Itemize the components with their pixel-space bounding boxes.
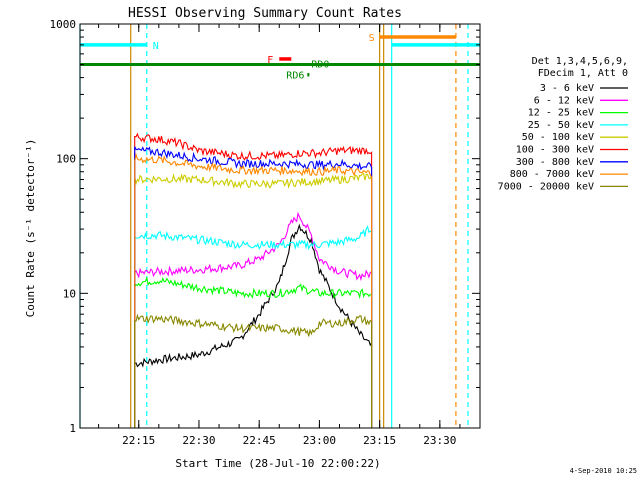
x-tick-label-2: 22:45 — [243, 434, 276, 447]
legend-entry-6: 300 - 800 keV — [516, 157, 594, 168]
series-line-2 — [134, 275, 373, 428]
flag-label-rd6: RD6 — [286, 71, 304, 82]
axes: 1 10 100 1000 22:15 22:30 22:45 23:00 23:15 23:30 — [50, 18, 481, 447]
series-line-7 — [134, 152, 373, 428]
legend-entry-3: 25 - 50 keV — [528, 120, 594, 131]
series-line-6 — [134, 146, 373, 428]
x-tick-label-3: 23:00 — [303, 434, 336, 447]
flag-label-rd0: RD0 — [311, 60, 329, 71]
x-tick-label-0: 22:15 — [122, 434, 155, 447]
y-tick-label-3: 1000 — [50, 18, 77, 31]
flag-label-s: S — [369, 33, 375, 44]
legend-header-1: FDecim 1, Att 0 — [538, 68, 628, 79]
x-axis-label: Start Time (28-Jul-10 22:00:22) — [175, 457, 380, 470]
chart-title: HESSI Observing Summary Count Rates — [128, 6, 402, 21]
timestamp: 4-Sep-2010 10:25 — [570, 467, 637, 475]
legend-entry-7: 800 - 7000 keV — [510, 169, 594, 180]
legend: Det 1,3,4,5,6,9,FDecim 1, Att 0 3 - 6 keV… — [498, 56, 628, 192]
flag-label-f: F — [267, 55, 273, 66]
series-line-3 — [134, 225, 373, 428]
series-lines — [134, 132, 373, 428]
legend-entry-1: 6 - 12 keV — [534, 95, 594, 106]
series-line-4 — [134, 172, 373, 428]
legend-entry-4: 50 - 100 keV — [522, 132, 594, 143]
y-tick-label-0: 1 — [69, 422, 76, 435]
flag-bars: N S F RD0 RD6 — [80, 33, 480, 82]
plot-frame — [79, 23, 481, 429]
legend-header-0: Det 1,3,4,5,6,9, — [532, 56, 628, 67]
legend-entry-2: 12 - 25 keV — [528, 108, 594, 119]
legend-entry-0: 3 - 6 keV — [540, 83, 594, 94]
series-line-0 — [134, 223, 373, 428]
series-line-8 — [134, 313, 373, 428]
x-tick-label-4: 23:15 — [363, 434, 396, 447]
y-tick-label-1: 10 — [63, 287, 76, 300]
x-tick-label-5: 23:30 — [423, 434, 456, 447]
series-line-1 — [134, 211, 373, 428]
legend-entry-8: 7000 - 20000 keV — [498, 181, 594, 192]
plot-area — [79, 24, 480, 428]
series-line-5 — [134, 132, 373, 428]
flag-label-n: N — [153, 41, 159, 52]
y-axis-label: Count Rate (s⁻¹ detector⁻¹) — [24, 139, 37, 318]
legend-entry-5: 100 - 300 keV — [516, 145, 594, 156]
x-tick-label-1: 22:30 — [182, 434, 215, 447]
y-tick-label-2: 100 — [56, 153, 76, 166]
